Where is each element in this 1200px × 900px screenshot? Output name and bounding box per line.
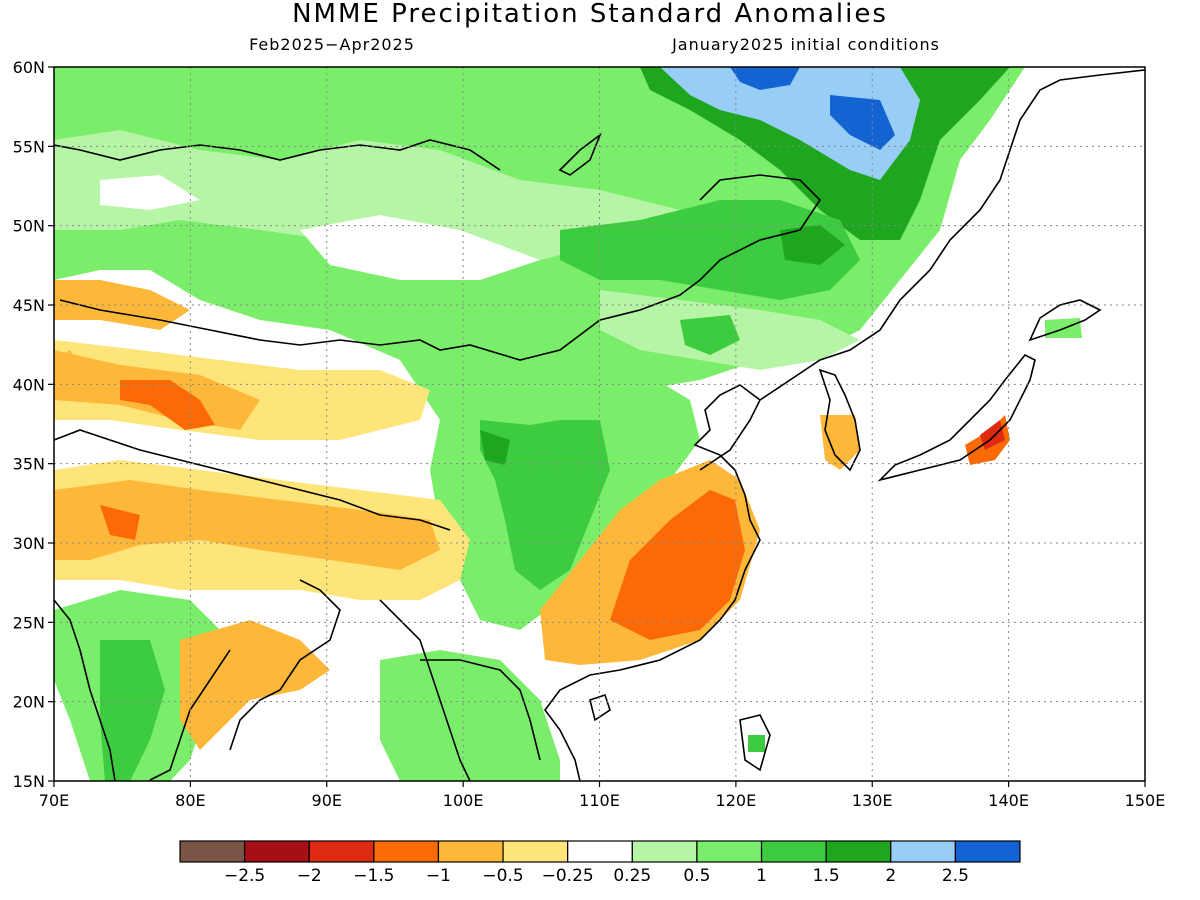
colorbar-swatch (890, 840, 956, 863)
colorbar-label: 1.5 (813, 866, 840, 886)
y-tick-label: 25N (13, 613, 45, 632)
colorbar-swatch (437, 840, 504, 863)
colorbar-label: −2 (297, 866, 322, 886)
grid (54, 67, 1145, 781)
x-tick-label: 130E (852, 791, 893, 810)
colorbar-swatch (825, 840, 892, 863)
x-tick-label: 120E (716, 791, 757, 810)
region-sichuan-core-wet (480, 420, 610, 590)
colorbar-swatch (373, 840, 440, 863)
region-sichuan-dark (480, 430, 510, 465)
chart-title: NMME Precipitation Standard Anomalies (292, 0, 888, 29)
subtitle-left: Feb2025−Apr2025 (249, 35, 415, 54)
region-white-patch-1 (100, 175, 200, 210)
region-northern-light-wet (54, 130, 680, 270)
y-tick-label: 15N (13, 772, 45, 791)
colorbar-swatch (244, 840, 310, 863)
region-bengal-dry (180, 620, 330, 750)
colorbar-swatch (954, 840, 1021, 863)
y-tick-label: 40N (13, 375, 45, 394)
colorbar-label: 2.5 (942, 866, 969, 886)
colorbar-swatch (179, 840, 246, 863)
x-tick-label: 110E (579, 791, 620, 810)
map-shading (54, 67, 1145, 781)
y-axis: 60N 55N 50N 45N 40N 35N 30N 25N 20N 15N (13, 58, 54, 791)
colorbar-label: 1 (756, 866, 767, 886)
colorbar-label: −2.5 (224, 866, 265, 886)
region-southeast-china-core-dry (610, 490, 745, 640)
colorbar-swatch (760, 840, 827, 863)
region-india-core-wet (100, 640, 165, 781)
subtitle-right: January2025 initial conditions (671, 35, 940, 54)
region-inner-mongolia-wet (680, 315, 740, 355)
colorbar-swatch (308, 840, 375, 863)
colorbar-label: 0.25 (613, 866, 651, 886)
region-central-asia-dry-core (120, 380, 215, 430)
y-tick-label: 35N (13, 455, 45, 474)
colorbar-label: 2 (885, 866, 896, 886)
colorbar-swatch (502, 840, 569, 863)
region-central-asia-dry (54, 340, 430, 440)
x-axis: 70E 80E 90E 100E 110E 120E 130E 140E 150E (39, 781, 1166, 810)
y-tick-label: 50N (13, 217, 45, 236)
region-manchuria-wet (560, 200, 860, 300)
colorbar-label: −0.25 (542, 866, 594, 886)
region-siberia-core (730, 67, 895, 150)
y-tick-label: 60N (13, 58, 45, 77)
colorbar-label: −1 (426, 866, 451, 886)
y-tick-label: 30N (13, 534, 45, 553)
x-tick-label: 100E (443, 791, 484, 810)
x-tick-label: 80E (175, 791, 205, 810)
region-indochina-wet (380, 650, 560, 781)
y-tick-label: 55N (13, 137, 45, 156)
region-white-patch-2 (300, 215, 540, 280)
coastlines (54, 69, 1145, 781)
x-tick-label: 150E (1125, 791, 1166, 810)
region-korea-dry (820, 415, 860, 470)
region-manchuria-dark (780, 225, 845, 265)
region-tibet-dry-mid (54, 480, 440, 570)
colorbar-label: −0.5 (482, 866, 523, 886)
x-tick-label: 90E (312, 791, 342, 810)
x-tick-label: 70E (39, 791, 69, 810)
colorbar: −2.5 −2 −1.5 −1 −0.5 −0.25 0.25 0.5 1 1.5 2 2.5 (179, 840, 1021, 886)
colorbar-label: −1.5 (353, 866, 394, 886)
colorbar-label: 0.5 (683, 866, 710, 886)
x-tick-label: 140E (988, 791, 1029, 810)
region-taiwan-wet (748, 735, 765, 752)
y-tick-label: 20N (13, 693, 45, 712)
y-tick-label: 45N (13, 296, 45, 315)
region-northwest-india-dry (54, 350, 90, 400)
colorbar-swatch (631, 840, 698, 863)
colorbar-swatch (567, 840, 633, 863)
colorbar-swatch (696, 840, 763, 863)
region-siberia-blue (660, 67, 920, 180)
region-himalaya-dry (100, 505, 140, 540)
